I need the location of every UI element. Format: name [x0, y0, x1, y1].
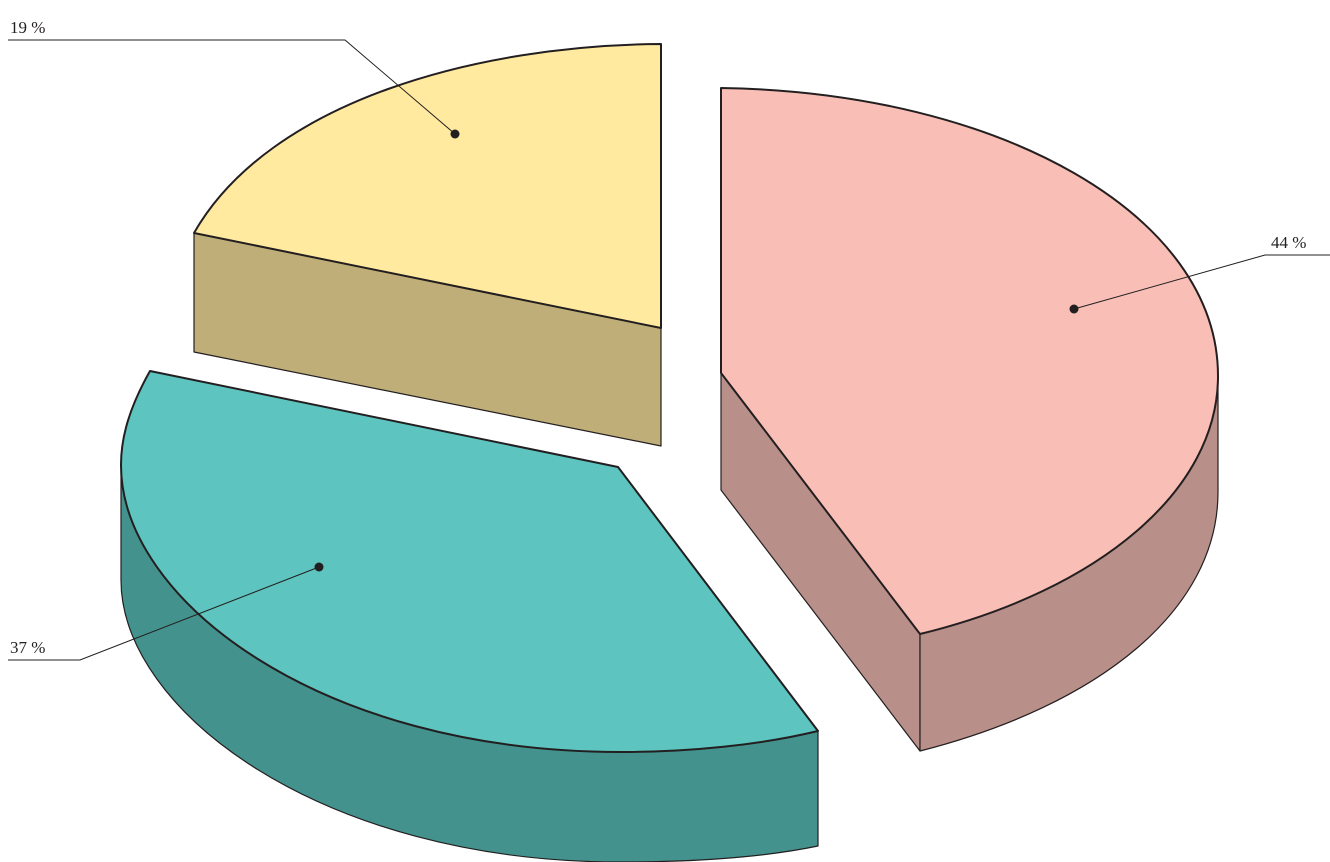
- slice-label-2-text: 37 %: [10, 638, 45, 657]
- pie-slice-2-top: [120, 370, 819, 753]
- pie-slice-3-top: [193, 43, 662, 329]
- leader-dot-2: [314, 562, 324, 572]
- pie-slice-3: [193, 43, 662, 447]
- pie-slice-1: [720, 87, 1219, 752]
- leader-line-3: [8, 39, 456, 135]
- leader-dot-3: [450, 129, 460, 139]
- pie-slice-1-top: [720, 87, 1219, 635]
- leader-line-1: [1073, 254, 1330, 310]
- slice-label-1: 44 %: [1069, 233, 1330, 314]
- pie-slice-2: [120, 370, 819, 862]
- leader-dot-1: [1069, 304, 1079, 314]
- slice-label-2: 37 %: [8, 562, 324, 661]
- slice-label-3: 19 %: [8, 18, 460, 139]
- slice-label-1-text: 44 %: [1271, 233, 1306, 252]
- leader-line-2: [8, 566, 320, 661]
- slice-label-3-text: 19 %: [10, 18, 45, 37]
